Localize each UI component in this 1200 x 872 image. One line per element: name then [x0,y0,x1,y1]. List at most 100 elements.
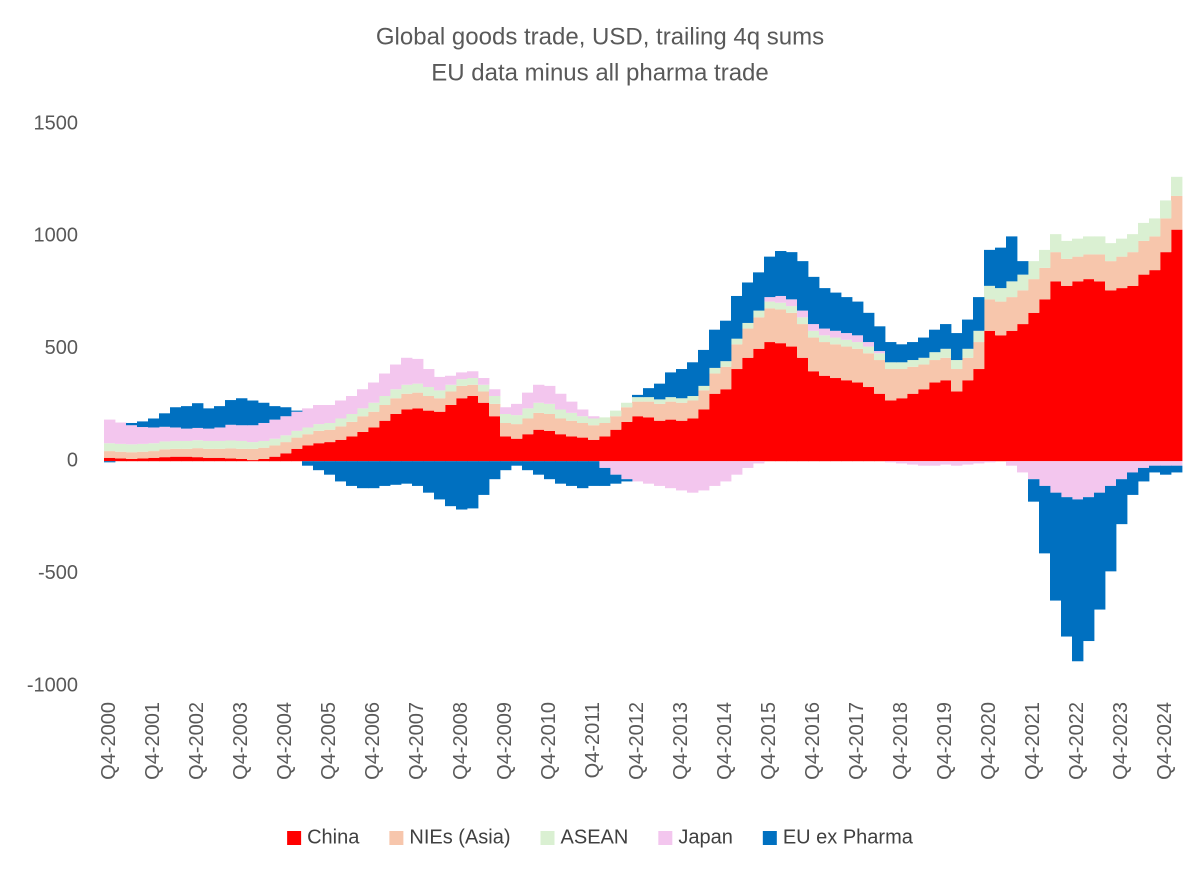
bar-segment [599,436,611,462]
bar-segment [742,357,754,462]
bar-segment [390,389,402,399]
bar-segment [709,393,721,462]
bar-segment [676,420,688,462]
bar-segment [830,292,842,331]
bar-segment [907,461,919,465]
bar-segment [786,299,798,307]
bar-segment [786,312,798,347]
y-tick-label: 1500 [34,112,79,134]
bar-segment [951,369,963,392]
bar-segment [566,401,578,413]
bar-segment [456,385,468,399]
bar-segment [1006,281,1018,298]
bar-segment [159,413,171,427]
bar-segment [401,461,413,484]
bar-segment [1039,461,1051,486]
bar-segment [753,272,765,311]
bar-segment [500,422,512,437]
bar-segment [698,461,710,491]
bar-segment [1149,465,1161,473]
bar-segment [126,422,138,426]
bar-segment [434,461,446,500]
bar-segment [819,342,831,376]
x-tick-label: Q4-2002 [186,702,208,780]
legend-label: NIEs (Asia) [409,826,510,848]
x-tick-label: Q4-2013 [670,702,692,780]
bar-segment [808,324,820,331]
bar-segment [544,385,556,404]
bar-segment [698,409,710,462]
bar-segment [423,461,435,493]
bar-segment [489,396,501,404]
bar-segment [1050,461,1062,493]
bar-segment [456,461,468,510]
bar-segment [1017,324,1029,462]
bar-segment [302,427,314,435]
bar-segment [346,396,358,414]
bar-segment [962,319,974,349]
bar-segment [896,344,908,363]
bar-segment [379,461,391,486]
bar-segment [500,461,512,471]
legend-item: EU ex Pharma [762,826,914,848]
bar-segment [467,384,479,397]
bar-segment [896,362,908,370]
bar-segment [841,333,853,340]
bar-segment [313,461,325,471]
bar-segment [764,256,776,298]
bar-segment [203,440,215,449]
bar-segment [478,402,490,462]
bar-segment [962,380,974,462]
x-tick-label: Q4-2005 [318,702,340,780]
bar-segment [1160,200,1172,219]
bar-segment [830,344,842,379]
bar-segment [709,367,721,374]
bar-segment [522,408,534,419]
bar-segment [258,458,270,462]
bar-segment [313,424,325,431]
bar-segment [280,416,292,436]
bar-segment [247,400,259,426]
bar-segment [676,398,688,403]
bar-segment [390,413,402,462]
bar-segment [984,330,996,462]
bar-segment [423,410,435,462]
bar-segment [104,419,116,444]
bar-segment [643,401,655,418]
bar-segment [1105,290,1117,462]
bar-segment [764,342,776,462]
legend-swatch [540,831,555,845]
x-tick-label: Q4-2016 [802,702,824,780]
bar-segment [797,261,809,311]
bar-segment [775,343,787,462]
bar-segment [478,391,490,403]
bar-segment [995,288,1007,302]
bar-segment [819,288,831,329]
bar-segment [291,410,303,412]
bar-segment [720,389,732,462]
bar-segment [841,297,853,334]
bar-segment [896,461,908,464]
bar-segment [137,443,149,452]
bar-segment [1050,281,1062,462]
bar-segment [302,434,314,446]
bar-segment [1149,461,1161,466]
bar-segment [874,351,886,354]
bar-segment [181,428,193,441]
bar-segment [907,342,919,361]
bar-segment [555,393,567,410]
bar-segment [324,442,336,462]
bar-segment [566,436,578,462]
x-tick-label: Q4-2008 [450,702,472,780]
legend-swatch [762,831,777,845]
bar-segment [874,353,886,361]
bar-segment [346,413,358,422]
x-tick-label: Q4-2001 [142,702,164,780]
bar-segment [621,479,633,482]
bar-segment [533,402,545,413]
chart-title: Global goods trade, USD, trailing 4q sum… [376,23,824,50]
bar-segment [280,442,292,454]
bar-segment [181,456,193,462]
bar-segment [731,344,743,370]
bar-segment [445,375,457,385]
